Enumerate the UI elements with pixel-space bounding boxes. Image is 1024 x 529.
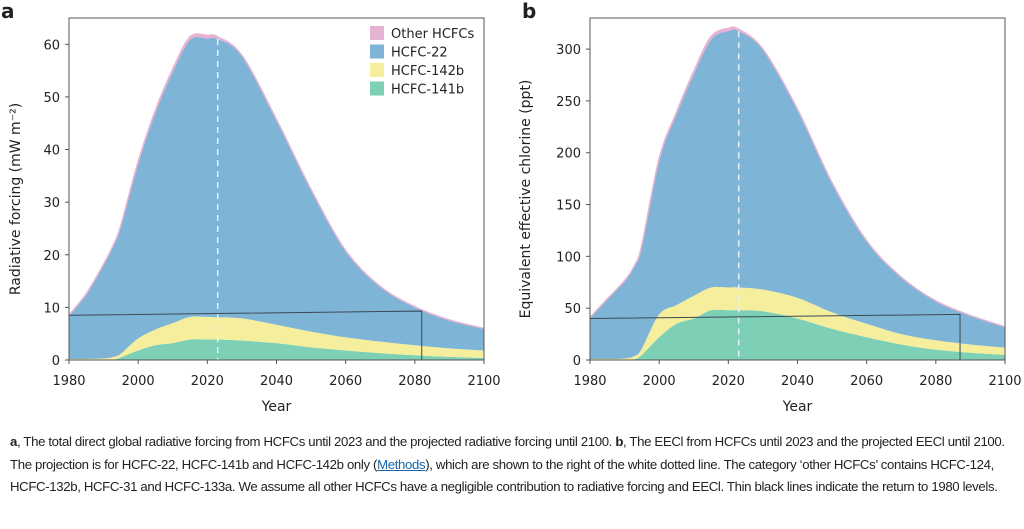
methods-link[interactable]: Methods [377,456,426,472]
panel-label-a: a [1,0,15,23]
x-tick-label: 2060 [329,374,362,389]
y-tick-label: 100 [556,250,581,265]
y-tick-label: 300 [556,43,581,58]
legend-label: Other HCFCs [391,27,474,42]
legend-swatch-hcfc-141b [370,81,384,96]
chart-a-radiative-forcing: 0 10 20 30 40 50 60 1980 2000 2020 2040 2060 2080 210… [8,17,501,415]
y-tick-label: 50 [43,91,60,106]
y-tick-label: 20 [43,249,60,264]
y-axis-label: Equivalent effective chlorine (ppt) [518,80,534,319]
figure-caption: a, The total direct global radiative for… [10,431,1020,499]
caption-label-a: a [10,434,17,449]
area-hcfc-142b [590,286,1005,361]
area-hcfc-141b [590,309,1005,361]
x-tick-label: 2000 [122,374,155,389]
y-tick-label: 40 [43,144,60,159]
y-tick-label: 0 [573,354,581,369]
y-tick-label: 200 [556,147,581,162]
x-tick-label: 2040 [781,374,814,389]
y-tick-label: 250 [556,95,581,110]
x-tick-label: 2080 [398,374,431,389]
caption-text-b: , The EECl from HCFCs until 2023 and the… [10,434,1005,472]
x-tick-label: 2080 [919,374,952,389]
legend: Other HCFCs HCFC-22 HCFC-142b HCFC-141b [370,26,474,98]
x-tick-label: 2060 [850,374,883,389]
legend-label: HCFC-141b [391,83,464,98]
x-tick-label: 2000 [643,374,676,389]
x-axis-label: Year [261,399,292,415]
legend-label: HCFC-22 [391,46,448,61]
y-tick-label: 60 [43,38,60,53]
legend-swatch-other-hcfcs [370,26,384,40]
x-tick-label: 2100 [988,374,1021,389]
legend-label: HCFC-142b [391,64,464,79]
x-tick-label: 2040 [260,374,293,389]
y-tick-label: 10 [43,301,60,316]
panel-label-b: b [522,0,537,23]
area-hcfc-22 [69,36,484,359]
y-tick-label: 0 [52,354,60,369]
legend-swatch-hcfc-142b [370,63,384,77]
x-axis-label: Year [782,399,813,415]
x-tick-label: 2020 [712,374,745,389]
stacked-areas [589,26,1006,361]
x-tick-label: 1980 [573,374,606,389]
return-to-1980-line [68,310,423,360]
area-hcfc-141b [69,339,484,361]
x-tick-label: 2100 [467,374,500,389]
return-to-1980-line [589,313,961,360]
caption-text-c: ), which are shown to the right of the w… [10,456,998,495]
y-tick-label: 30 [43,196,60,211]
legend-swatch-hcfc-22 [370,44,384,59]
chart-b-eecl: 0 50 100 150 200 250 300 1980 2000 2020 2040 2060 20… [518,17,1022,415]
y-tick-label: 150 [556,199,581,214]
x-tick-label: 2020 [191,374,224,389]
caption-text-a: , The total direct global radiative forc… [16,434,616,449]
caption-label-b: b [615,434,624,449]
area-hcfc-142b [69,316,484,361]
y-axis-label: Radiative forcing (mW m⁻²) [8,103,24,295]
y-tick-label: 50 [564,302,581,317]
x-tick-label: 1980 [52,374,85,389]
area-hcfc-22 [590,28,1005,360]
stacked-areas [68,33,485,361]
